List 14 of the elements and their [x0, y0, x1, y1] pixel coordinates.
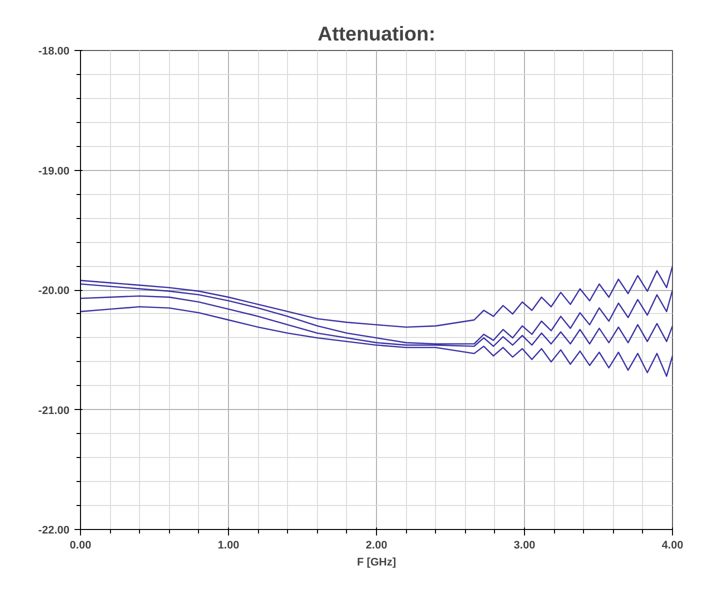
x-tick-label: 4.00	[662, 540, 684, 552]
y-tick-label: -20.00	[38, 285, 70, 297]
x-tick-label: 2.00	[366, 540, 388, 552]
y-tick-label: -18.00	[38, 46, 70, 58]
chart-title: Attenuation:	[318, 24, 436, 46]
y-tick-label: -19.00	[38, 165, 70, 178]
x-tick-label: 1.00	[218, 540, 240, 552]
x-tick-label: 0.00	[70, 540, 92, 552]
x-axis-title: F [GHz]	[356, 556, 396, 568]
y-tick-label: -21.00	[38, 404, 70, 417]
y-tick-label: -22.00	[38, 524, 70, 536]
line-series	[80, 283, 672, 345]
line-series	[80, 265, 672, 328]
x-tick-label: 3.00	[514, 540, 536, 552]
